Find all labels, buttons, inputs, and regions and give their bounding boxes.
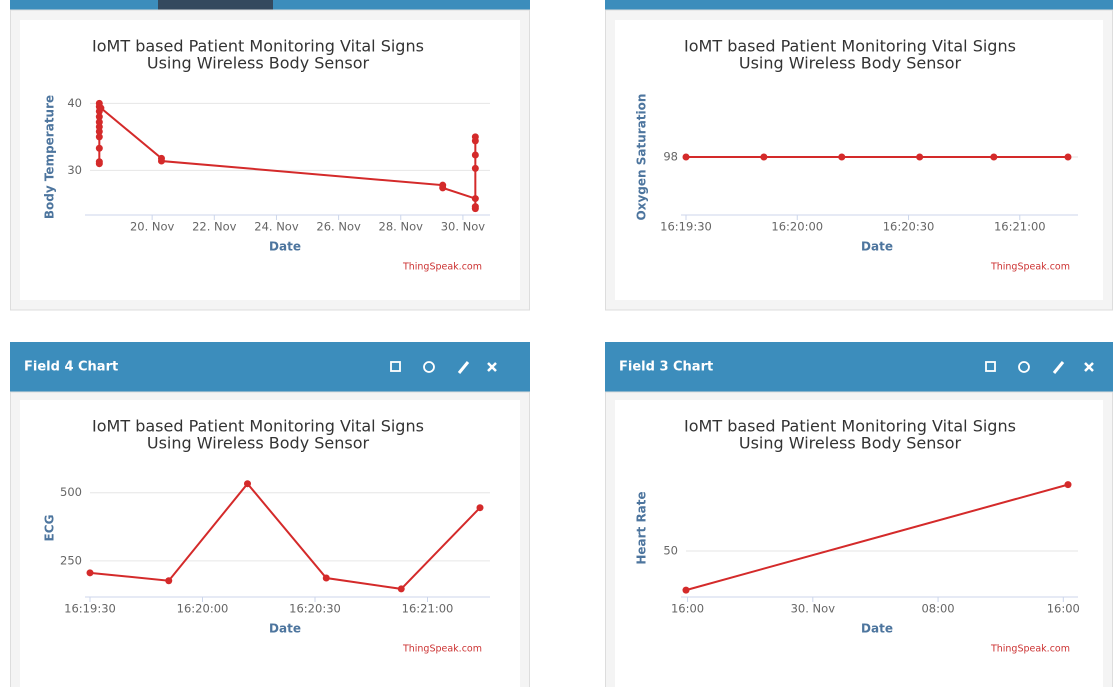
point xyxy=(838,153,846,161)
y-tick-label: 40 xyxy=(67,96,82,110)
x-tick-label: 16:20:00 xyxy=(771,220,823,234)
point xyxy=(990,153,998,161)
point xyxy=(682,586,690,594)
line xyxy=(685,483,1069,592)
point xyxy=(476,504,484,512)
chart-title: IoMT based Patient Monitoring Vital Sign… xyxy=(92,417,424,436)
x-tick-label: 16:20:30 xyxy=(289,602,341,616)
x-axis-label: Date xyxy=(861,240,893,254)
y-tick-label: 500 xyxy=(60,485,82,499)
x-tick-label: 16:21:00 xyxy=(402,602,454,616)
x-tick-label: 24. Nov xyxy=(254,220,299,234)
y-axis-label: Oxygen Saturation xyxy=(635,94,649,221)
x-tick-label: 30. Nov xyxy=(441,220,486,234)
chart-title: IoMT based Patient Monitoring Vital Sign… xyxy=(684,417,1016,436)
credits: ThingSpeak.com xyxy=(402,644,482,655)
x-tick-label: 30. Nov xyxy=(791,602,836,616)
x-tick-label: 16:20:00 xyxy=(177,602,229,616)
credits: ThingSpeak.com xyxy=(990,262,1070,273)
x-tick-label: 16:21:00 xyxy=(994,220,1046,234)
y-tick-label: 50 xyxy=(663,544,678,558)
point xyxy=(97,104,105,112)
point xyxy=(165,577,173,585)
y-axis-label: Body Temperature xyxy=(43,95,57,219)
point xyxy=(95,144,103,152)
point xyxy=(471,195,479,203)
chart-title: IoMT based Patient Monitoring Vital Sign… xyxy=(92,37,424,56)
chart-area xyxy=(615,400,1103,687)
point xyxy=(95,133,103,141)
x-tick-label: 28. Nov xyxy=(379,220,424,234)
chart-title: IoMT based Patient Monitoring Vital Sign… xyxy=(684,37,1016,56)
panel-top-bar xyxy=(605,0,1113,10)
open-icon[interactable] xyxy=(985,361,996,372)
point xyxy=(471,151,479,159)
y-tick-label: 98 xyxy=(663,150,678,164)
comment-icon[interactable] xyxy=(1018,361,1030,373)
x-axis-label: Date xyxy=(269,240,301,254)
y-tick-label: 30 xyxy=(67,163,82,177)
close-icon[interactable] xyxy=(487,362,497,372)
header-icons[interactable] xyxy=(390,361,1094,374)
x-tick-label: 16:19:30 xyxy=(660,220,712,234)
x-tick-label: 16:20:30 xyxy=(883,220,935,234)
point xyxy=(682,153,690,161)
panel-header xyxy=(10,342,530,392)
panel-title: Field 4 Chart xyxy=(24,360,118,375)
y-axis-label: Heart Rate xyxy=(635,491,649,564)
chart-title: Using Wireless Body Sensor xyxy=(147,54,370,73)
chart-title: Using Wireless Body Sensor xyxy=(739,434,962,453)
point xyxy=(471,164,479,172)
edit-icon[interactable] xyxy=(457,361,470,374)
x-tick-label: 16:00 xyxy=(671,602,704,616)
point xyxy=(95,113,103,121)
point xyxy=(86,569,94,577)
point xyxy=(471,203,479,211)
point xyxy=(439,184,447,192)
edit-icon[interactable] xyxy=(1052,361,1065,374)
chart-area xyxy=(20,400,520,687)
point xyxy=(1064,481,1072,489)
x-tick-label: 08:00 xyxy=(921,602,954,616)
open-icon[interactable] xyxy=(390,361,401,372)
chart-area xyxy=(615,20,1103,300)
x-tick-label: 16:00 xyxy=(1047,602,1080,616)
x-tick-label: 20. Nov xyxy=(130,220,175,234)
point xyxy=(322,574,330,582)
x-axis-label: Date xyxy=(861,622,893,636)
x-tick-label: 22. Nov xyxy=(192,220,237,234)
line xyxy=(89,482,481,590)
point xyxy=(244,480,251,488)
point xyxy=(95,158,103,166)
comment-icon[interactable] xyxy=(423,361,435,373)
tab xyxy=(158,0,273,10)
chart-title: Using Wireless Body Sensor xyxy=(147,434,370,453)
credits: ThingSpeak.com xyxy=(402,262,482,273)
credits: ThingSpeak.com xyxy=(990,644,1070,655)
panel-title: Field 3 Chart xyxy=(619,360,713,375)
y-axis-label: ECG xyxy=(43,515,57,542)
chart-area xyxy=(20,20,520,300)
x-axis-label: Date xyxy=(269,622,301,636)
close-icon[interactable] xyxy=(1084,362,1094,372)
chart-title: Using Wireless Body Sensor xyxy=(739,54,962,73)
y-tick-label: 250 xyxy=(60,553,82,567)
x-tick-label: 26. Nov xyxy=(316,220,361,234)
point xyxy=(471,133,479,141)
x-tick-label: 16:19:30 xyxy=(64,602,116,616)
point xyxy=(760,153,768,161)
point xyxy=(916,153,924,161)
point xyxy=(397,585,405,593)
point xyxy=(1064,153,1072,161)
point xyxy=(157,157,165,165)
point xyxy=(95,118,103,126)
